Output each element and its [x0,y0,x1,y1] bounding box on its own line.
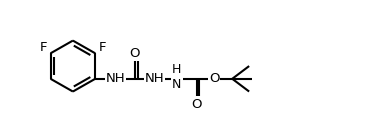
Text: O: O [209,72,220,85]
Text: O: O [191,98,202,111]
Text: F: F [98,41,106,54]
Text: H
N: H N [172,63,181,91]
Text: F: F [40,41,47,54]
Text: NH: NH [145,72,165,85]
Text: O: O [130,47,140,60]
Text: NH: NH [105,72,125,85]
